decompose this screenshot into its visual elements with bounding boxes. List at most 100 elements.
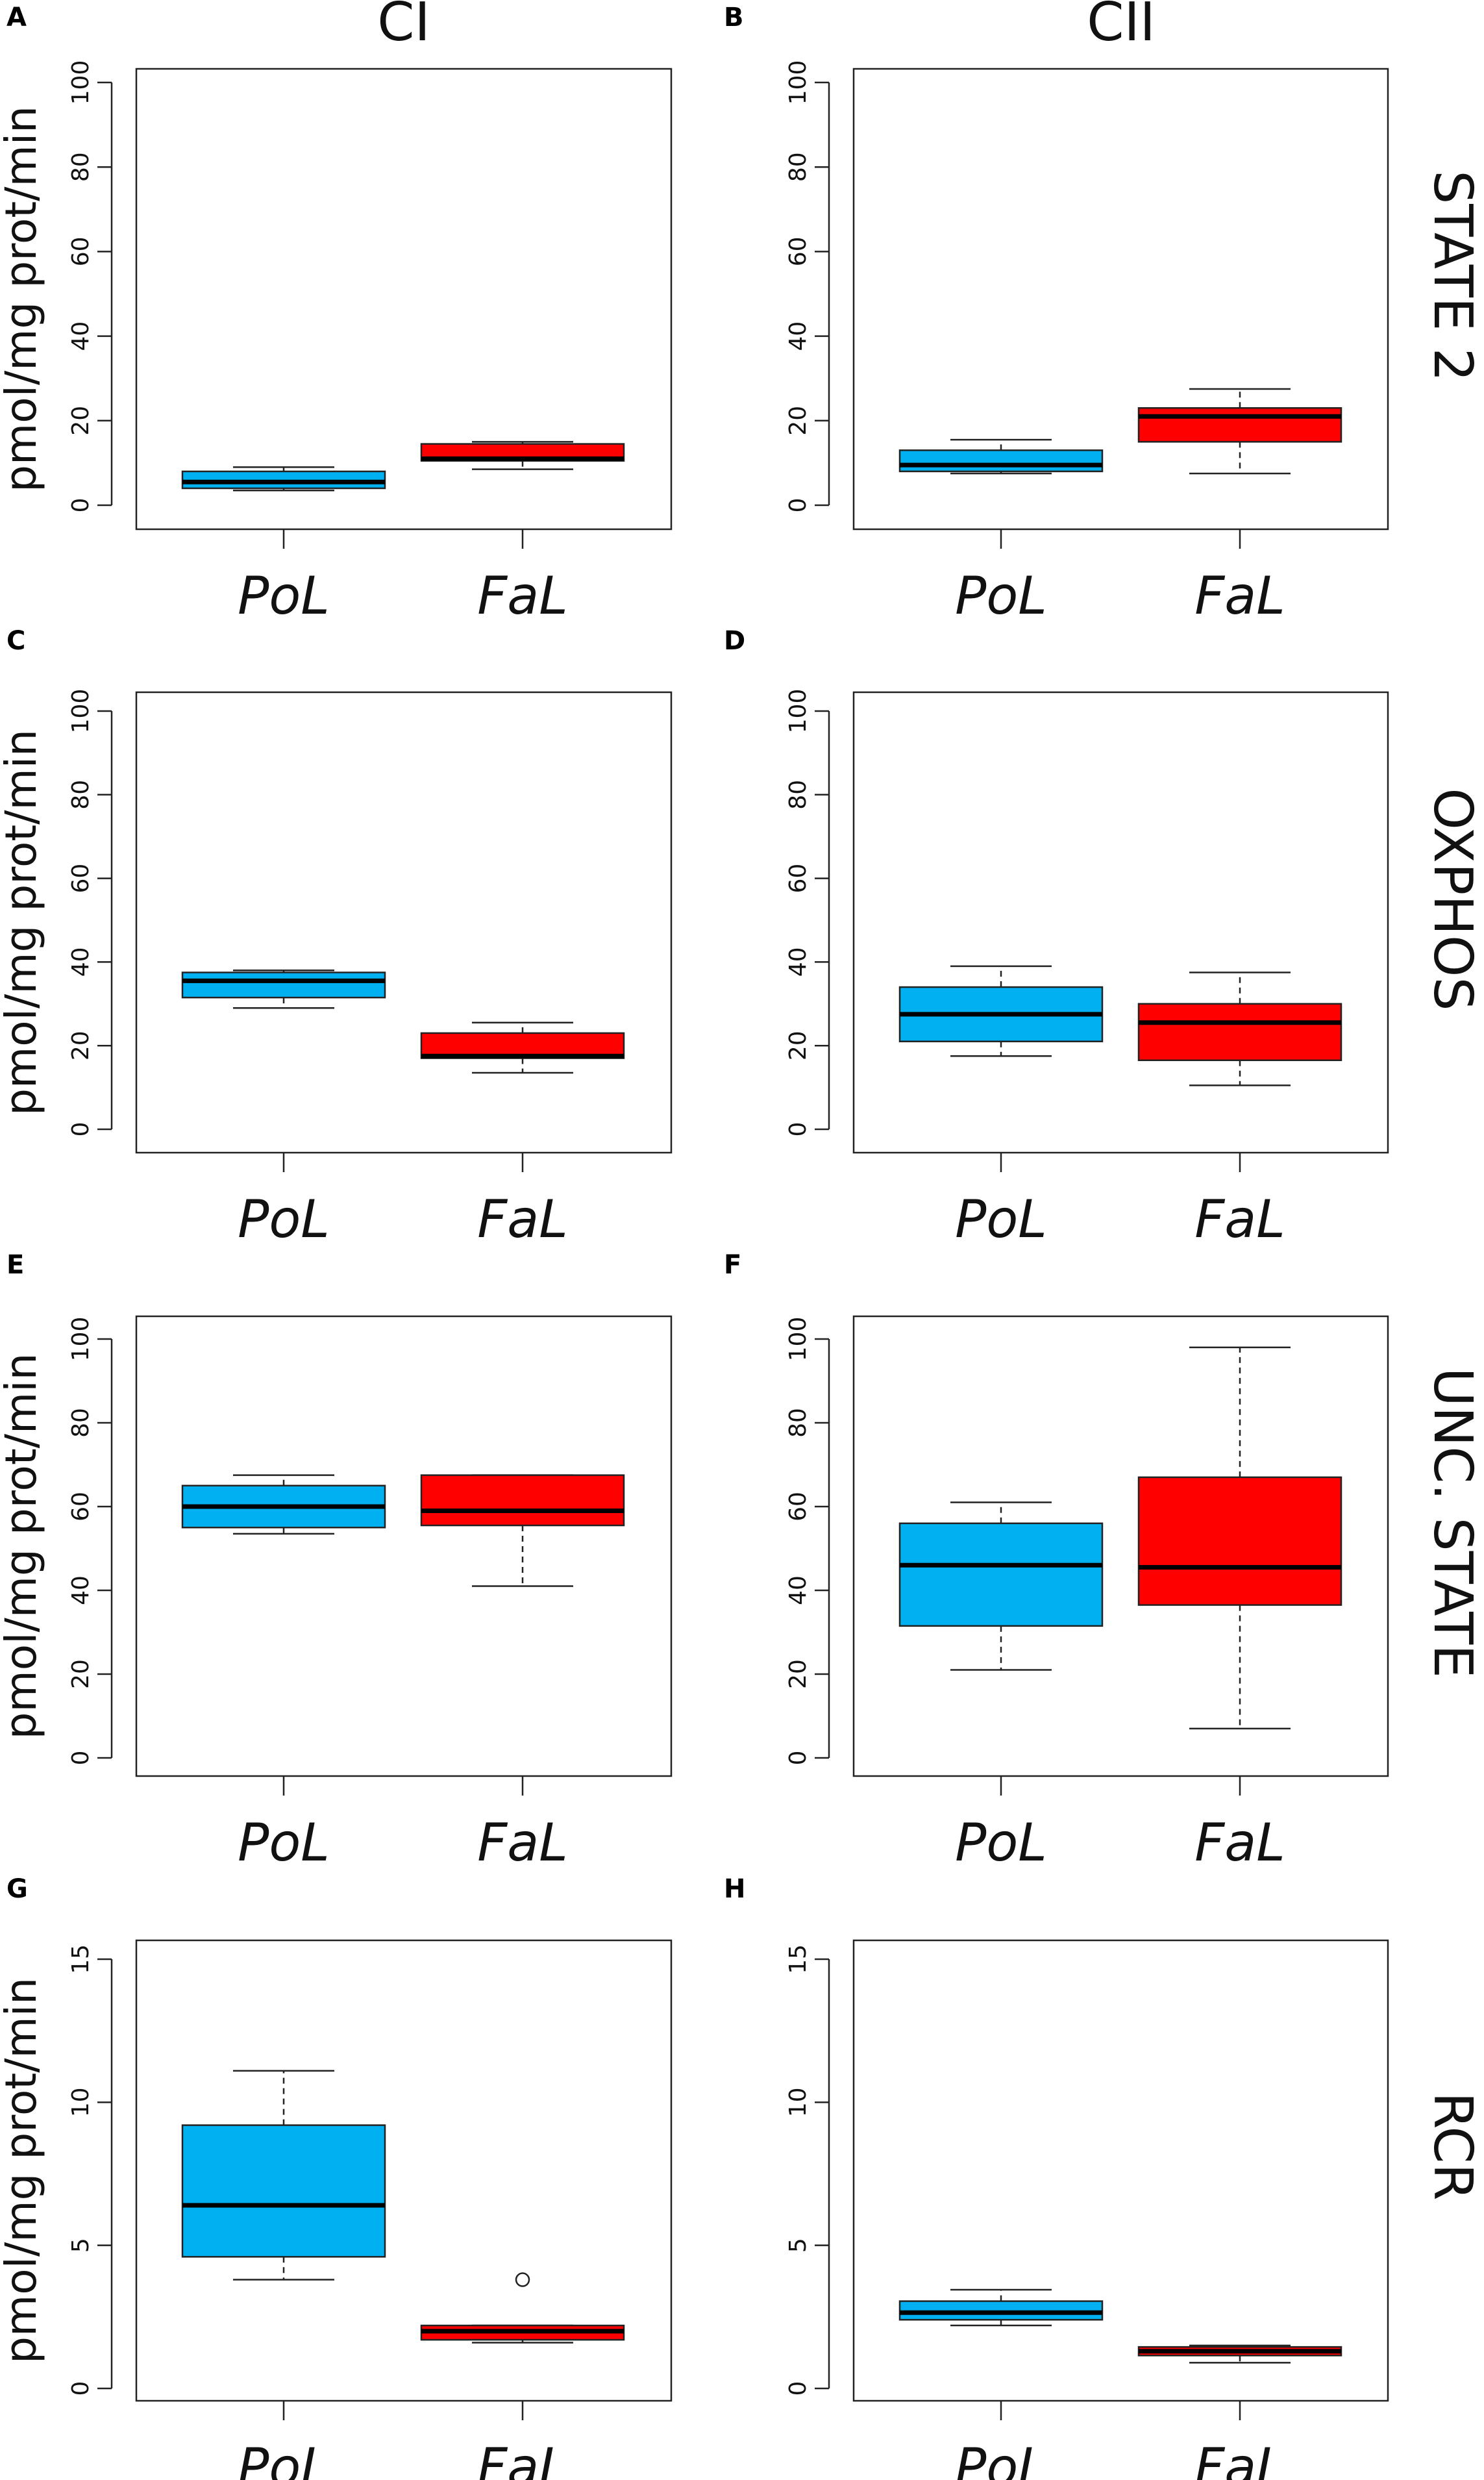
x-group-label-fal: FaL <box>1194 1189 1285 1249</box>
iqr-box <box>1137 407 1342 443</box>
iqr-box <box>898 1522 1104 1627</box>
plot-frame <box>852 68 1389 531</box>
y-tick-label: 0 <box>68 498 94 513</box>
y-tick-label: 10 <box>785 2087 811 2117</box>
box-fal <box>420 441 625 470</box>
box-fal <box>420 1474 625 1587</box>
iqr-box <box>181 971 386 999</box>
y-tick-label: 20 <box>785 1659 811 1689</box>
box-pol <box>898 438 1104 475</box>
y-tick-label: 15 <box>68 1944 94 1974</box>
panel-letter-a: A <box>6 3 27 32</box>
box-fal <box>1137 2344 1342 2364</box>
x-group-label-fal: FaL <box>477 1812 568 1873</box>
x-group-label-fal: FaL <box>1194 1812 1285 1873</box>
x-group-label-pol: PoL <box>955 1812 1047 1873</box>
row-title-unc-state: UNC. STATE <box>1422 1368 1483 1678</box>
box-fal <box>420 1021 625 1074</box>
y-tick-label: 40 <box>68 947 94 977</box>
box-fal <box>1137 971 1342 1086</box>
y-tick-label: 20 <box>785 406 811 436</box>
y-tick-label: 15 <box>785 1944 811 1974</box>
y-axis-label: pmol/mg prot/min <box>0 1353 46 1740</box>
x-group-label-pol: PoL <box>955 566 1047 626</box>
y-tick-label: 40 <box>68 1575 94 1605</box>
plot-frame <box>852 691 1389 1154</box>
x-group-label-pol: PoL <box>238 1189 330 1249</box>
row-title-rcr: RCR <box>1422 2092 1483 2200</box>
column-title-ci: CI <box>377 0 430 53</box>
box-fal <box>1137 388 1342 475</box>
panel-g: G 0 5 10 15 pmol/mg prot/min PoL FaL <box>0 1874 673 2480</box>
y-tick-label: 60 <box>68 1492 94 1522</box>
y-axis-label: pmol/mg prot/min <box>0 106 46 492</box>
box-fal <box>420 2272 625 2344</box>
box-pol <box>181 466 386 492</box>
column-title-cii: CII <box>1087 0 1156 53</box>
y-tick-label: 20 <box>68 1659 94 1689</box>
y-tick-label: 100 <box>785 60 811 105</box>
y-tick-label: 40 <box>785 1575 811 1605</box>
panel-letter-f: F <box>724 1250 741 1280</box>
panel-letter-c: C <box>6 626 25 656</box>
panel-letter-d: D <box>724 626 745 656</box>
y-tick-label: 40 <box>785 321 811 351</box>
box-fal <box>1137 1346 1342 1730</box>
x-group-label-fal: FaL <box>1194 2437 1285 2480</box>
y-tick-label: 80 <box>785 152 811 182</box>
y-tick-label: 0 <box>68 1122 94 1137</box>
y-tick-label: 20 <box>785 1031 811 1060</box>
y-tick-label: 40 <box>68 321 94 351</box>
iqr-box <box>1137 1476 1342 1606</box>
iqr-box <box>898 449 1104 473</box>
panel-a: A 0 20 40 60 80 100 pmol/mg prot/min PoL FaL <box>0 3 673 626</box>
x-group-label-pol: PoL <box>955 2437 1047 2480</box>
y-tick-label: 60 <box>785 1492 811 1522</box>
box-pol <box>898 965 1104 1057</box>
iqr-box <box>420 1474 625 1527</box>
y-tick-label: 20 <box>68 406 94 436</box>
x-group-label-pol: PoL <box>955 1189 1047 1249</box>
x-group-label-pol: PoL <box>238 566 330 626</box>
panel-e: E 0 20 40 60 80 100 pmol/mg prot/min PoL FaL <box>0 1250 673 1873</box>
panel-b: B 0 20 40 60 80 100 PoL FaL <box>724 3 1389 626</box>
iqr-box <box>1137 1003 1342 1061</box>
x-group-label-fal: FaL <box>1194 566 1285 626</box>
panel-d: D 0 20 40 60 80 100 PoL FaL <box>724 626 1389 1249</box>
panel-letter-b: B <box>724 3 744 32</box>
y-tick-label: 100 <box>68 689 94 734</box>
y-tick-label: 20 <box>68 1031 94 1060</box>
panel-letter-e: E <box>6 1250 24 1280</box>
box-pol <box>898 1501 1104 1671</box>
y-tick-label: 0 <box>785 498 811 513</box>
y-tick-label: 60 <box>785 236 811 266</box>
y-tick-label: 0 <box>68 1751 94 1766</box>
plot-frame <box>135 691 673 1154</box>
y-tick-label: 0 <box>68 2381 94 2396</box>
plot-frame <box>135 1939 673 2402</box>
x-group-label-fal: FaL <box>477 2437 568 2480</box>
box-pol <box>181 2070 386 2281</box>
panel-h: H 0 5 10 15 PoL FaL <box>724 1874 1389 2480</box>
y-tick-label: 80 <box>68 1408 94 1438</box>
x-group-label-fal: FaL <box>477 1189 568 1249</box>
panel-letter-h: H <box>724 1874 745 1904</box>
y-tick-label: 100 <box>68 60 94 105</box>
iqr-box <box>181 2124 386 2258</box>
y-tick-label: 0 <box>785 1122 811 1137</box>
y-tick-label: 80 <box>68 152 94 182</box>
y-tick-label: 60 <box>785 864 811 894</box>
x-group-label-fal: FaL <box>477 566 568 626</box>
y-tick-label: 80 <box>785 1408 811 1438</box>
outlier-point <box>515 2272 530 2287</box>
y-tick-label: 40 <box>785 947 811 977</box>
box-pol <box>181 1474 386 1535</box>
row-title-state-2: STATE 2 <box>1422 170 1483 382</box>
y-tick-label: 5 <box>785 2238 811 2253</box>
y-tick-label: 100 <box>68 1317 94 1362</box>
y-tick-label: 0 <box>785 2381 811 2396</box>
plot-frame <box>852 1315 1389 1777</box>
x-group-label-pol: PoL <box>238 1812 330 1873</box>
